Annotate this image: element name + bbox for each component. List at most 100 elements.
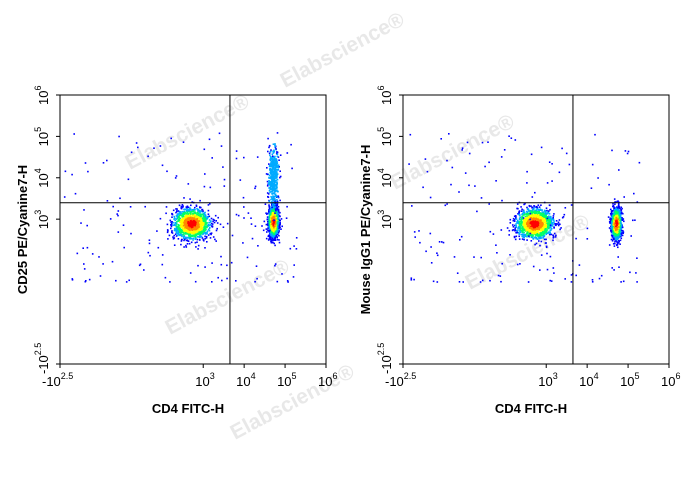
event-dot xyxy=(289,247,292,250)
event-dot xyxy=(195,222,197,224)
event-dot xyxy=(271,162,274,164)
event-dot xyxy=(539,212,541,214)
event-dot xyxy=(261,225,263,227)
event-dot xyxy=(521,213,523,216)
event-dot xyxy=(526,219,529,221)
event-dot xyxy=(276,208,278,211)
event-dot xyxy=(212,218,215,221)
event-dot xyxy=(117,210,120,212)
event-dot xyxy=(523,236,526,239)
dot-cloud xyxy=(408,133,641,283)
event-dot xyxy=(184,222,186,225)
event-dot xyxy=(199,233,201,236)
event-dot xyxy=(177,220,179,222)
event-dot xyxy=(274,194,276,196)
event-dot xyxy=(185,226,187,229)
event-dot xyxy=(547,227,550,229)
event-dot xyxy=(71,173,73,176)
event-dot xyxy=(529,226,532,229)
event-dot xyxy=(535,217,537,220)
event-dot xyxy=(88,278,91,281)
event-dot xyxy=(210,222,213,225)
event-dot xyxy=(271,227,273,230)
event-dot xyxy=(518,238,521,240)
event-dot xyxy=(264,203,267,205)
event-dot xyxy=(213,219,216,221)
event-dot xyxy=(270,240,272,243)
event-dot xyxy=(530,221,532,223)
event-dot xyxy=(273,189,276,191)
event-dot xyxy=(555,223,558,225)
event-dot xyxy=(269,210,271,212)
event-dot xyxy=(267,137,269,140)
event-dot xyxy=(188,208,190,211)
event-dot xyxy=(198,224,201,226)
event-dot xyxy=(277,156,280,158)
event-dot xyxy=(175,215,178,217)
event-dot xyxy=(269,222,271,224)
event-dot xyxy=(125,281,128,283)
x-tick-exponent: 3 xyxy=(210,371,215,381)
event-dot xyxy=(539,230,542,232)
event-dot xyxy=(535,214,538,216)
event-dot xyxy=(230,261,233,264)
event-dot xyxy=(271,206,273,209)
event-dot xyxy=(277,164,280,166)
event-dot xyxy=(552,216,554,219)
event-dot xyxy=(271,179,273,182)
event-dot xyxy=(561,216,564,219)
event-dot xyxy=(209,227,211,229)
event-dot xyxy=(272,210,274,212)
event-dot xyxy=(270,157,273,160)
event-dot xyxy=(221,279,223,282)
event-dot xyxy=(184,233,187,235)
event-dot xyxy=(177,226,179,229)
event-dot xyxy=(194,241,197,244)
event-dot xyxy=(538,229,540,232)
event-dot xyxy=(521,238,524,240)
event-dot xyxy=(274,223,276,226)
event-dot xyxy=(539,209,541,211)
event-dot xyxy=(538,237,540,240)
event-dot xyxy=(265,237,268,240)
event-dot xyxy=(172,238,175,240)
event-dot xyxy=(559,228,561,231)
event-dot xyxy=(266,213,268,215)
event-dot xyxy=(276,206,278,209)
event-dot xyxy=(534,228,536,230)
event-dot xyxy=(273,224,275,227)
event-dot xyxy=(532,211,535,214)
event-dot xyxy=(536,229,538,232)
event-dot xyxy=(277,208,280,211)
event-dot xyxy=(273,198,276,201)
event-dot xyxy=(98,256,100,258)
event-dot xyxy=(184,208,187,210)
event-dot xyxy=(268,209,270,212)
event-dot xyxy=(195,216,197,219)
event-dot xyxy=(533,220,536,223)
event-dot xyxy=(278,234,280,237)
event-dot xyxy=(547,223,549,225)
event-dot xyxy=(273,187,276,189)
event-dot xyxy=(204,229,206,232)
event-dot xyxy=(199,215,202,218)
event-dot xyxy=(270,188,272,190)
event-dot xyxy=(520,218,523,220)
event-dot xyxy=(176,215,179,217)
event-dot xyxy=(273,158,276,161)
event-dot xyxy=(211,223,214,225)
event-dot xyxy=(177,224,180,227)
event-dot xyxy=(530,218,533,220)
event-dot xyxy=(246,256,249,259)
event-dot xyxy=(272,204,274,206)
event-dot xyxy=(527,225,530,227)
event-dot xyxy=(223,178,226,181)
event-dot xyxy=(189,207,191,209)
event-dot xyxy=(513,220,516,222)
event-dot xyxy=(177,234,179,237)
event-dot xyxy=(557,224,560,227)
event-dot xyxy=(536,211,538,213)
event-dot xyxy=(272,199,274,201)
event-dot xyxy=(194,280,197,283)
event-dot xyxy=(272,166,275,169)
